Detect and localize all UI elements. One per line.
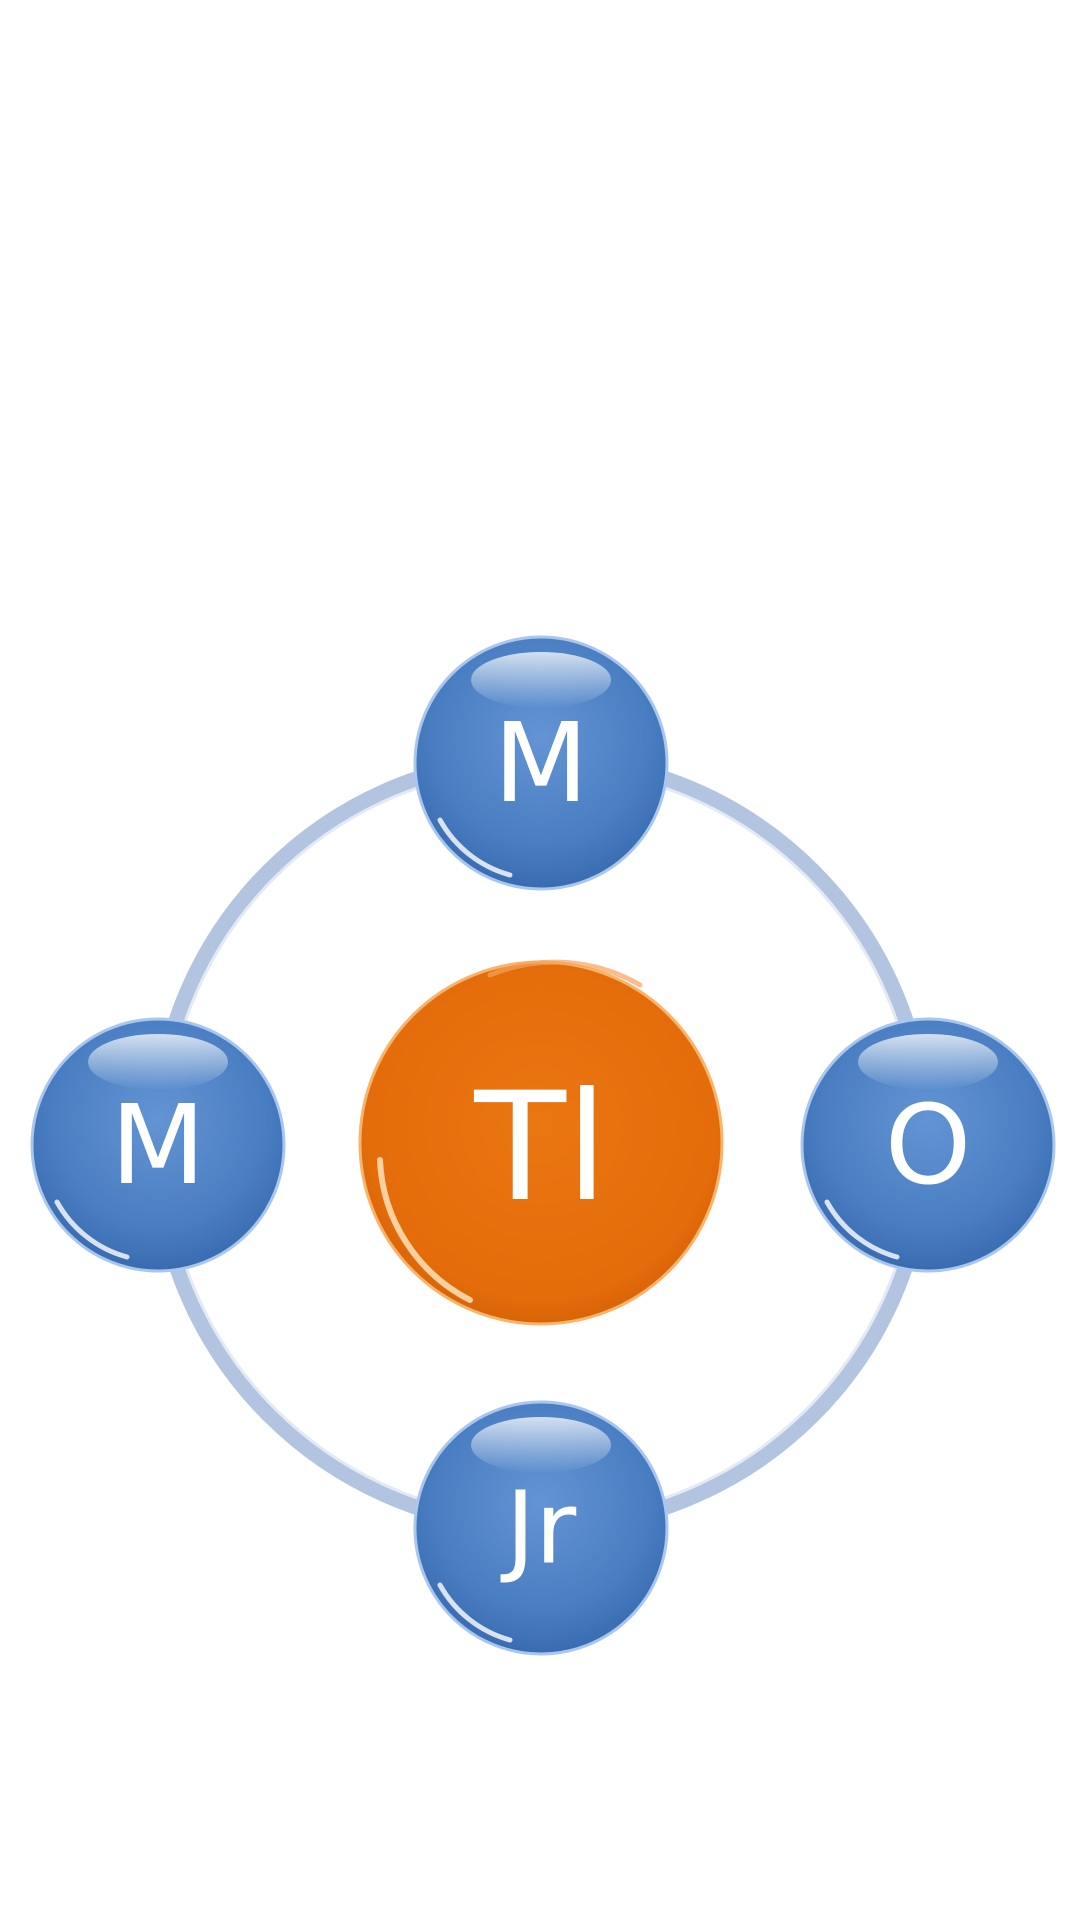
node-bottom-label: Jr bbox=[500, 1470, 577, 1587]
node-left: M bbox=[30, 1017, 286, 1273]
node-right: O bbox=[800, 1017, 1056, 1273]
node-top: M bbox=[413, 635, 669, 891]
node-right-label: O bbox=[885, 1081, 972, 1209]
center-node: Tl bbox=[358, 959, 724, 1326]
node-bottom: Jr bbox=[413, 1400, 669, 1656]
center-node-label: Tl bbox=[473, 1061, 607, 1235]
node-top-label: M bbox=[494, 699, 589, 827]
node-left-label: M bbox=[111, 1081, 206, 1209]
